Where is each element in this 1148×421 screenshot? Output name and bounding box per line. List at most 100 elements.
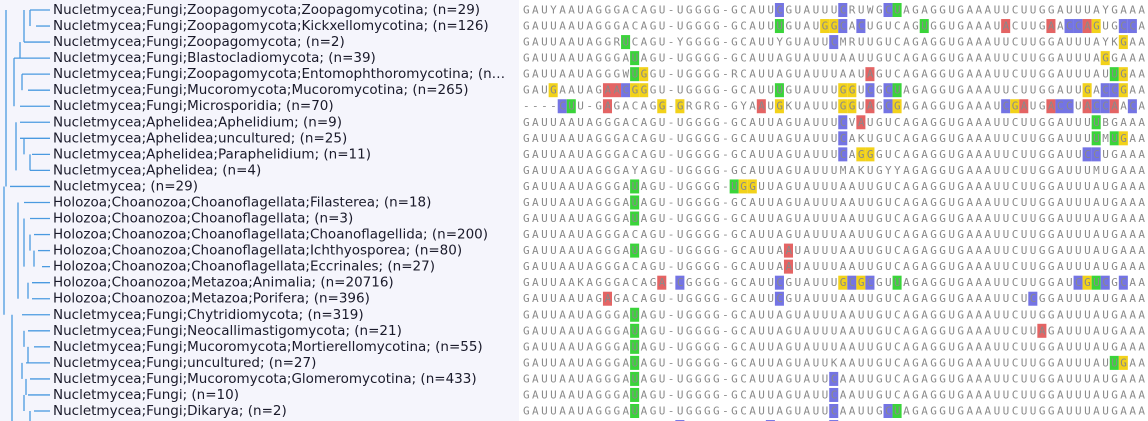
sequence: GAUUAAUAGGGAUAGU-UGGGG-GCAUUAGUAUUUAAUUG… — [523, 212, 1145, 225]
base-highlight — [865, 83, 875, 98]
base-highlight — [919, 19, 929, 34]
base-highlight — [1037, 323, 1047, 338]
base-highlight — [738, 179, 748, 194]
sequence: GAUUAAUAGGGACAGU-UGGGG-GCAUUAGUAUUUCAGGG… — [523, 148, 1145, 161]
taxon-label: Holozoa;Choanozoa;Choanoflagellata;Filas… — [53, 194, 431, 210]
taxon-label: Nucletmycea;Aphelidea;uncultured; (n=25) — [53, 130, 347, 146]
taxon-label: Holozoa;Choanozoa;Metazoa;Animalia; (n=2… — [53, 275, 394, 291]
base-highlight — [856, 19, 866, 34]
taxon-label: Nucletmycea; (n=29) — [53, 178, 198, 194]
tree — [3, 9, 50, 421]
base-highlight — [639, 67, 649, 82]
sequence: GAUUAAUAGGGWUGGU-UGGGG-RCAUUAGUAUUUAAUAG… — [523, 68, 1145, 81]
sequence: GAUUAAUAGGGAUAGU-UGGGG-GCAUUAGUAUUCAAUUG… — [523, 388, 1145, 401]
sequence: GAUUAAUAGGGAUAGU-UGGGG-GCAUUAGUAUUUAAUUG… — [523, 308, 1145, 321]
base-highlight — [1100, 51, 1110, 66]
base-highlight — [838, 3, 848, 17]
base-highlight — [865, 67, 875, 82]
base-highlight — [1091, 115, 1101, 130]
sequence: GAUUAAUAGGGACAGU-UGGGG-GCAUUAGUAUUUCVAUG… — [523, 116, 1145, 129]
taxon-label: Nucletmycea;Fungi;Zoopagomycota;Kickxell… — [53, 18, 489, 34]
base-highlight — [630, 211, 640, 226]
sequence: GAUUAAUAGGGACAGU-UGGGG-GCAUUAAUAUUUAAUUG… — [523, 260, 1145, 273]
sequence: GAUUAAUAGGRUCAGU-YGGGG-GCAUUYGUAUUCMRUUG… — [523, 36, 1145, 49]
base-highlight — [1109, 67, 1119, 82]
tree-panel — [0, 0, 519, 421]
sequence: GAUUAAUAGGGAUAGU-UGGGG-GCAUUAGUAUUUAAUUG… — [523, 196, 1145, 209]
base-highlight — [657, 99, 667, 114]
base-highlight — [657, 275, 667, 290]
base-highlight — [1118, 67, 1128, 82]
base-highlight — [892, 3, 902, 17]
base-highlight — [1118, 35, 1128, 50]
base-highlight — [838, 147, 848, 162]
sequences: GAUYAAUAGGGACAGU-UGGGG-GCAUUCGUAUUUCRUWG… — [523, 3, 1145, 421]
sequence: GAUUAAUAGGGAUAGU-UGGGG-GCAUUAAUAUUUAAUUG… — [523, 244, 1145, 257]
sequence: GAUUAAUAGGGAUAGU-UGGGG-GCAUUAGUAUUUAAUUG… — [523, 52, 1145, 65]
base-highlight — [774, 291, 784, 306]
base-highlight — [847, 83, 857, 98]
base-highlight — [847, 275, 857, 290]
taxon-label: Nucletmycea;Fungi;uncultured; (n=27) — [53, 355, 316, 371]
base-highlight — [566, 99, 576, 114]
base-highlight — [630, 371, 640, 386]
base-highlight — [774, 83, 784, 98]
base-highlight — [630, 323, 640, 338]
base-highlight — [1100, 99, 1110, 114]
base-highlight — [639, 83, 649, 98]
sequence: ----CUU-GAGACAGG-GRGRG-GYAAUGKUAUUUGGUAG… — [523, 100, 1145, 113]
base-highlight — [1082, 147, 1092, 162]
taxon-label: Holozoa;Choanozoa;Choanoflagellata; (n=3… — [53, 211, 353, 227]
sequence: GAUUAAUAGGGACAGU-UGGGG-GCAUUUGUAUGGCACUG… — [523, 20, 1145, 33]
base-highlight — [630, 243, 640, 258]
sequence: GAUYAAUAGGGACAGU-UGGGG-GCAUUCGUAUUUCRUWG… — [523, 4, 1145, 17]
base-highlight — [1118, 355, 1128, 370]
base-highlight — [1001, 19, 1011, 34]
base-highlight — [1046, 99, 1056, 114]
taxon-label: Nucletmycea;Fungi;Neocallimastigomycota;… — [53, 323, 402, 339]
taxon-label: Holozoa;Choanozoa;Choanoflagellata;Eccri… — [53, 259, 435, 275]
base-highlight — [883, 404, 893, 418]
base-highlight — [829, 35, 839, 50]
base-highlight — [621, 35, 631, 50]
base-highlight — [774, 275, 784, 290]
base-highlight — [612, 83, 622, 98]
base-highlight — [602, 291, 612, 306]
base-highlight — [1001, 99, 1011, 114]
base-highlight — [838, 131, 848, 146]
base-highlight — [829, 404, 839, 418]
base-highlight — [1073, 19, 1083, 34]
base-highlight — [1091, 19, 1101, 34]
base-highlight — [1118, 131, 1128, 146]
base-highlight — [1127, 99, 1137, 114]
taxon-label: Nucletmycea;Aphelidea;Aphelidium; (n=9) — [53, 114, 342, 130]
base-highlight — [1091, 99, 1101, 114]
base-highlight — [729, 179, 739, 194]
base-highlight — [783, 259, 793, 274]
base-highlight — [892, 99, 902, 114]
base-highlight — [1082, 275, 1092, 290]
base-highlight — [865, 147, 875, 162]
sequence: GAUUAAUAGGGAUAGU-UGGGG-GCAUUAGUAUUUAAUUG… — [523, 324, 1145, 337]
base-highlight — [820, 19, 830, 34]
base-highlight — [756, 99, 766, 114]
base-highlight — [630, 83, 640, 98]
taxon-label: Nucletmycea;Fungi;Dikarya;Ascomycota; (n… — [53, 419, 399, 421]
base-highlight — [856, 147, 866, 162]
taxon-label: Holozoa;Choanozoa;Choanoflagellata;Choan… — [53, 227, 488, 243]
sequence: GAUGAAUAGAACGGGU-UGGGG-GCAUUUGUAUUUGGUCG… — [523, 84, 1145, 97]
taxon-label: Holozoa;Choanozoa;Choanoflagellata;Ichth… — [53, 243, 462, 259]
base-highlight — [1073, 275, 1083, 290]
base-highlight — [838, 83, 848, 98]
base-highlight — [630, 179, 640, 194]
base-highlight — [856, 275, 866, 290]
base-highlight — [630, 404, 640, 418]
base-highlight — [774, 3, 784, 17]
base-highlight — [829, 19, 839, 34]
base-highlight — [783, 243, 793, 258]
base-highlight — [1118, 275, 1128, 290]
sequence: GAUUAAUAGGGAYAGU-UGGGG-GCAUUAGUAUUUMAKUG… — [523, 164, 1145, 177]
base-highlight — [630, 355, 640, 370]
